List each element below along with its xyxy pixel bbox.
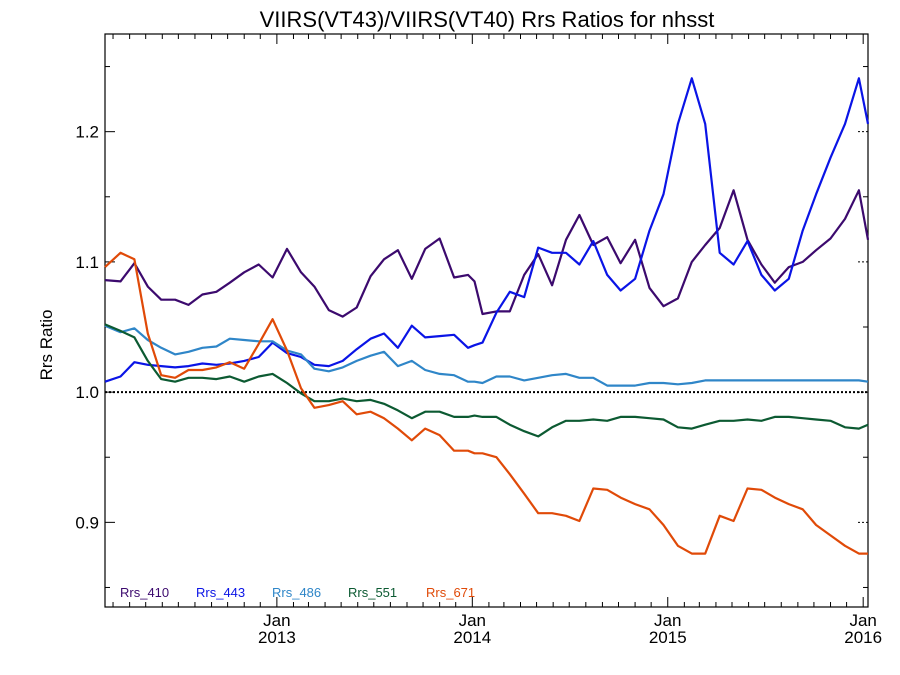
legend-entry-rrs-671: Rrs_671 — [426, 585, 475, 600]
legend-entry-rrs-410: Rrs_410 — [120, 585, 169, 600]
plot-frame — [104, 33, 869, 608]
series-line-rrs-671 — [104, 251, 868, 555]
x-tick-month-label: Jan — [263, 611, 290, 630]
series-lines — [104, 77, 870, 555]
legend-entry-rrs-551: Rrs_551 — [348, 585, 397, 600]
chart-title: VIIRS(VT43)/VIIRS(VT40) Rrs Ratios for n… — [260, 7, 715, 32]
y-tick-label: 1.0 — [75, 383, 99, 402]
x-tick-month-label: Jan — [849, 611, 876, 630]
series-line-rrs-551 — [104, 323, 869, 438]
y-axis-ticks: 0.9 1.0 1.1 1.2 — [75, 66, 868, 588]
series-line-rrs-486 — [104, 324, 869, 387]
x-tick-year-label: 2013 — [258, 628, 296, 647]
x-tick-year-label: 2014 — [453, 628, 491, 647]
x-tick-month-label: Jan — [459, 611, 486, 630]
y-axis-label: Rrs Ratio — [37, 310, 56, 381]
series-line-rrs-410 — [104, 189, 870, 318]
y-tick-label: 1.1 — [75, 253, 99, 272]
y-tick-label: 0.9 — [75, 513, 99, 532]
x-tick-year-label: 2015 — [649, 628, 687, 647]
legend-entry-rrs-443: Rrs_443 — [196, 585, 245, 600]
x-tick-year-label: 2016 — [844, 628, 882, 647]
plot-border — [104, 33, 869, 608]
series-line-rrs-443 — [104, 77, 870, 383]
y-tick-label: 1.2 — [75, 123, 99, 142]
x-tick-month-label: Jan — [654, 611, 681, 630]
legend-entry-rrs-486: Rrs_486 — [272, 585, 321, 600]
legend: Rrs_410 Rrs_443 Rrs_486 Rrs_551 Rrs_671 — [120, 585, 475, 600]
